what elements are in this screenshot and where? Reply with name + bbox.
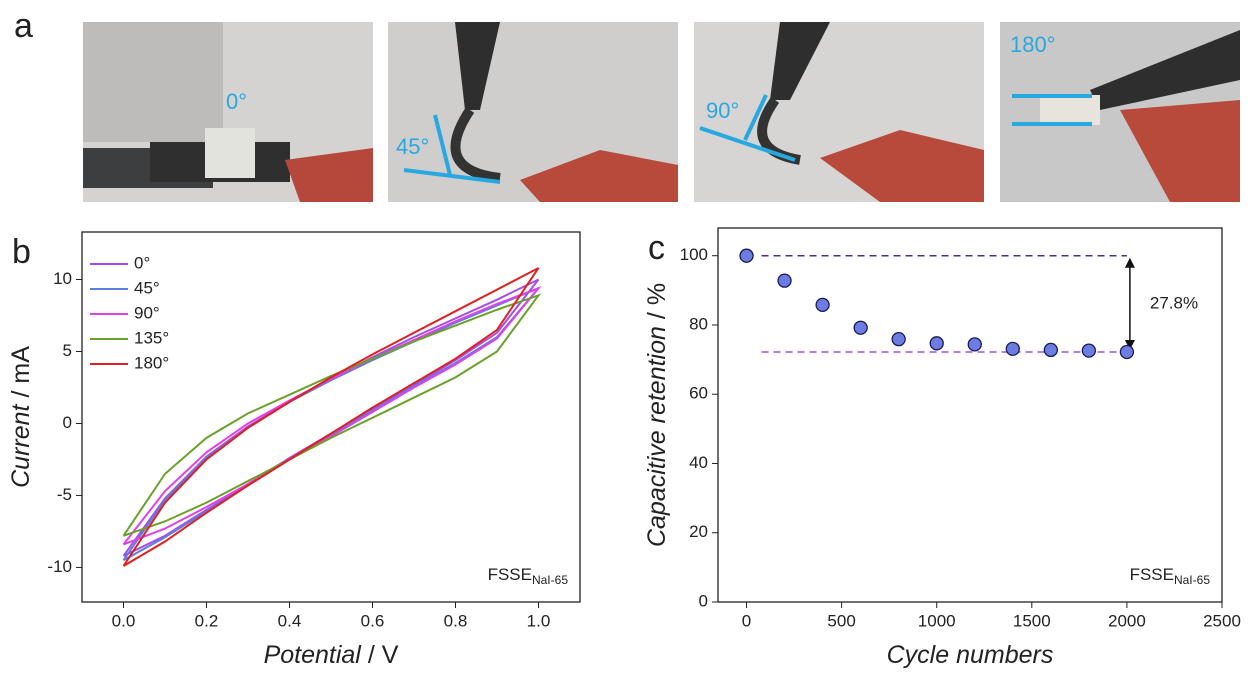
x-tick-label: 0.6 xyxy=(361,611,385,630)
x-tick-label: 0.8 xyxy=(444,611,468,630)
y-axis-label-unit: / mA xyxy=(7,346,35,398)
angle-label: 90° xyxy=(706,98,739,123)
y-tick-label: 5 xyxy=(63,341,72,360)
photo: 90° xyxy=(694,22,984,202)
plot-frame xyxy=(717,227,1223,603)
y-tick-label: 60 xyxy=(689,384,708,403)
y-axis-label-italic: Capacitive retention xyxy=(643,326,671,547)
photo: 180° xyxy=(1000,22,1240,202)
data-point xyxy=(891,332,906,347)
y-tick-label: 80 xyxy=(689,314,708,333)
x-tick-label: 0.2 xyxy=(195,611,219,630)
cv-curve xyxy=(122,287,540,562)
panel-label: b xyxy=(12,233,31,271)
y-tick-label: 10 xyxy=(53,269,72,288)
cv-curve xyxy=(122,267,540,567)
y-tick-label: 40 xyxy=(689,453,708,472)
data-point xyxy=(777,273,792,288)
data-point xyxy=(1005,341,1020,357)
x-tick-label: 0.4 xyxy=(278,611,302,630)
annotation: FSSENaI-65 xyxy=(1130,565,1211,587)
y-tick-label: 0 xyxy=(63,413,72,432)
legend-label: 135° xyxy=(134,328,169,347)
y-axis-label: Capacitive retention / % xyxy=(643,283,671,547)
x-tick-label: 0.0 xyxy=(112,611,136,630)
y-axis-label-unit: / % xyxy=(643,283,671,319)
cv-curve xyxy=(122,285,542,546)
annotation-subscript: NaI-65 xyxy=(1174,573,1210,587)
legend-label: 90° xyxy=(134,303,160,322)
arrow-label: 27.8% xyxy=(1150,293,1198,312)
data-point xyxy=(1043,342,1058,358)
y-tick-label: -10 xyxy=(47,557,72,576)
data-point xyxy=(929,336,944,351)
annotation: FSSENaI-65 xyxy=(488,565,569,587)
photo: 45° xyxy=(388,22,678,202)
legend-label: 180° xyxy=(134,353,169,372)
angle-label: 45° xyxy=(396,134,429,159)
x-axis-label: Cycle numbers xyxy=(887,641,1054,669)
y-tick-label: -5 xyxy=(57,485,72,504)
data-point xyxy=(739,248,754,263)
cv-curve xyxy=(122,278,540,557)
data-point xyxy=(1119,344,1135,360)
data-point xyxy=(853,320,868,335)
y-tick-label: 20 xyxy=(689,522,708,541)
data-point xyxy=(967,337,982,352)
legend-label: 0° xyxy=(134,253,150,272)
y-tick-label: 0 xyxy=(699,591,708,610)
x-tick-label: 2000 xyxy=(1108,611,1146,630)
photo: 0° xyxy=(83,22,373,202)
x-tick-label: 1500 xyxy=(1013,611,1051,630)
x-tick-label: 500 xyxy=(827,611,855,630)
plot-frame xyxy=(81,231,581,603)
angle-label: 180° xyxy=(1010,32,1056,57)
x-tick-label: 1000 xyxy=(918,611,956,630)
x-axis-label: Potential / V xyxy=(264,641,399,669)
annotation-subscript: NaI-65 xyxy=(532,573,568,587)
y-axis-label-italic: Current xyxy=(7,403,35,487)
x-axis-label-italic: Potential xyxy=(264,641,363,669)
angle-label: 0° xyxy=(226,89,247,114)
x-tick-label: 0 xyxy=(742,611,751,630)
y-tick-label: 100 xyxy=(680,245,708,264)
x-tick-label: 1.0 xyxy=(527,611,551,630)
x-axis-label-unit: / V xyxy=(368,641,399,669)
annotation-text: FSSE xyxy=(1130,565,1174,584)
y-axis-label: Current / mA xyxy=(7,346,35,488)
panel-label: c xyxy=(648,229,665,267)
arrow-head xyxy=(1124,257,1135,350)
data-point xyxy=(815,297,830,313)
legend-label: 45° xyxy=(134,278,160,297)
cv-curve xyxy=(122,293,542,537)
panel-label: a xyxy=(14,7,33,45)
data-point xyxy=(1081,343,1097,358)
x-axis-label-italic: Cycle numbers xyxy=(887,641,1054,669)
x-tick-label: 2500 xyxy=(1203,611,1241,630)
annotation-text: FSSE xyxy=(488,565,532,584)
